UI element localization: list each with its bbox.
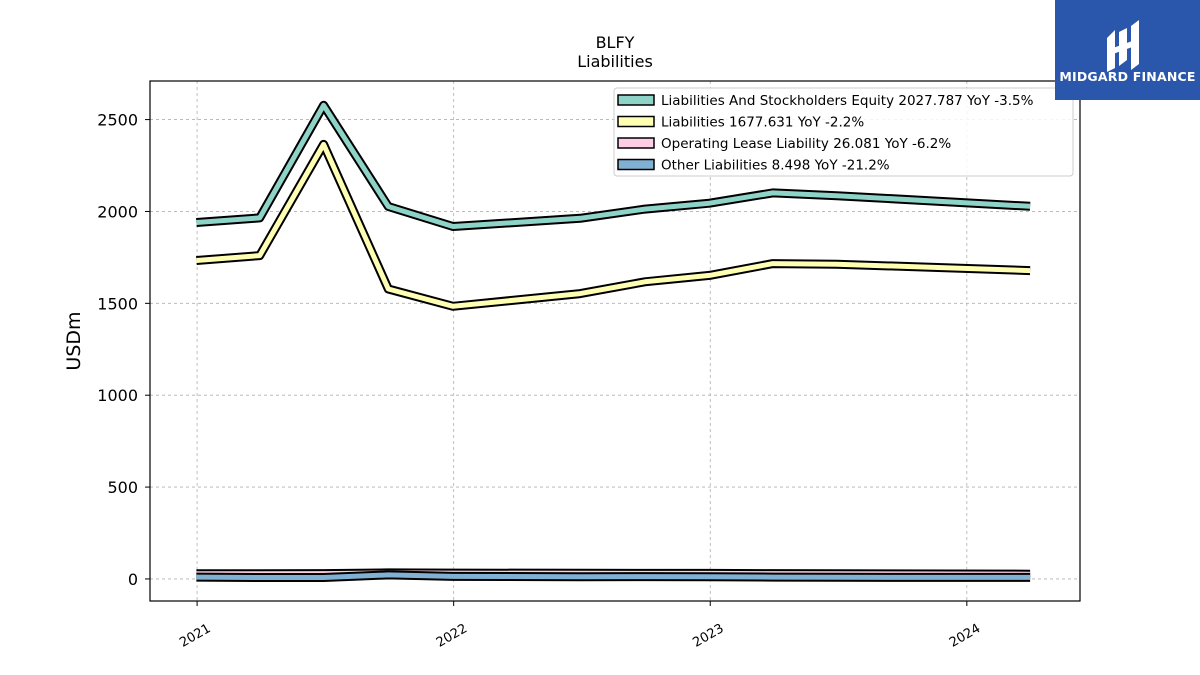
series-line-liabilities <box>196 141 1031 309</box>
legend-swatch <box>617 158 655 171</box>
brand-mark-icon <box>1107 20 1139 72</box>
legend: Liabilities And Stockholders Equity 2027… <box>613 87 1074 177</box>
series-line-liabilities-and-stockholders-equity <box>196 102 1031 229</box>
x-tick-label: 2022 <box>434 621 470 651</box>
legend-entry: Other Liabilities 8.498 YoY -21.2% <box>661 158 890 174</box>
legend-swatch <box>617 115 655 128</box>
y-tick-label: 500 <box>107 478 138 497</box>
y-axis-ticks: 0 500 1000 1500 2000 2500 <box>97 111 150 589</box>
x-tick-label: 2021 <box>177 621 213 651</box>
chart-title: BLFY <box>596 33 635 52</box>
y-tick-label: 1000 <box>97 386 138 405</box>
y-axis-label: USDm <box>63 311 85 370</box>
y-tick-label: 1500 <box>97 294 138 313</box>
x-axis-ticks: 2021 2022 2023 2024 <box>177 601 983 651</box>
legend-entry: Liabilities 1677.631 YoY -2.2% <box>661 115 864 131</box>
x-tick-label: 2024 <box>947 621 983 651</box>
legend-entry: Liabilities And Stockholders Equity 2027… <box>661 93 1034 109</box>
series-layer <box>196 100 1031 582</box>
y-tick-label: 0 <box>128 570 138 589</box>
y-tick-label: 2000 <box>97 202 138 221</box>
series-line-other-liabilities <box>196 572 1031 580</box>
legend-entry: Operating Lease Liability 26.081 YoY -6.… <box>661 136 951 152</box>
legend-swatch <box>617 137 655 149</box>
brand-logo: MIDGARD FINANCE <box>1055 0 1200 100</box>
brand-name: MIDGARD FINANCE <box>1059 69 1196 84</box>
x-tick-label: 2023 <box>690 621 726 651</box>
chart-subtitle: Liabilities <box>577 52 653 71</box>
y-tick-label: 2500 <box>97 111 138 130</box>
plot-frame <box>149 80 1081 602</box>
legend-swatch <box>617 94 655 106</box>
legend-box <box>613 87 1074 177</box>
